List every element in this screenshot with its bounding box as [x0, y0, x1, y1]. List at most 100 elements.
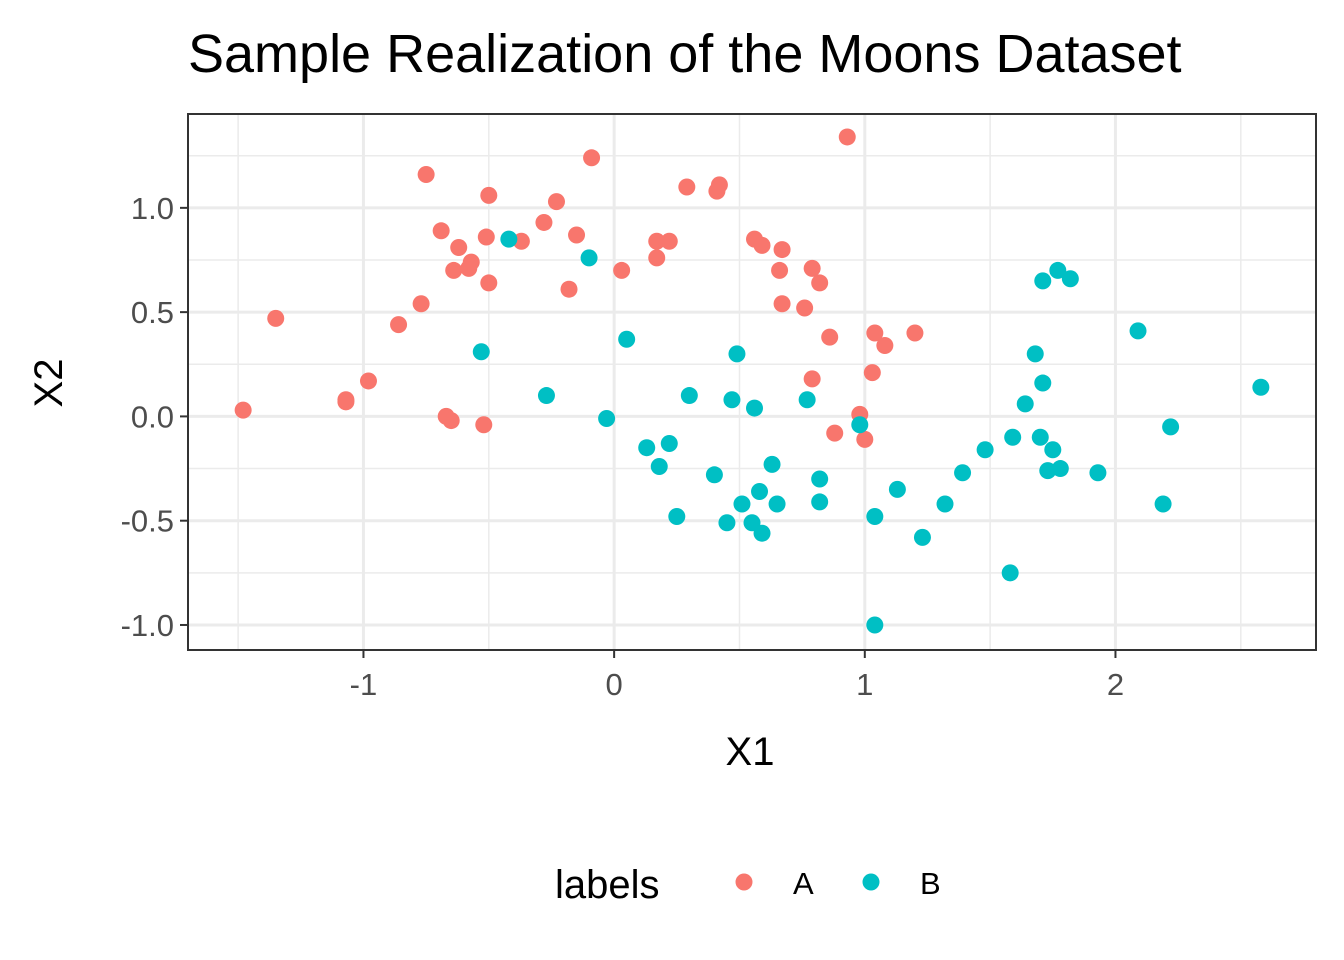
- point-series-A: [445, 261, 463, 279]
- point-series-B: [1034, 272, 1052, 290]
- point-series-B: [888, 480, 906, 498]
- point-series-B: [638, 439, 656, 457]
- point-series-A: [876, 337, 894, 355]
- point-series-B: [472, 343, 490, 361]
- x-tick-label: 1: [856, 667, 873, 702]
- point-series-B: [866, 508, 884, 526]
- panel-border: [187, 113, 1317, 651]
- y-tick-label: 0.5: [131, 295, 174, 330]
- point-series-A: [390, 316, 408, 334]
- y-tick-label: -1.0: [121, 608, 174, 643]
- point-series-B: [668, 508, 686, 526]
- legend-key-A: [735, 873, 753, 891]
- plot-panel: [188, 114, 1316, 650]
- point-series-B: [1016, 395, 1034, 413]
- point-series-B: [1034, 374, 1052, 392]
- point-series-A: [477, 228, 495, 246]
- point-series-A: [648, 232, 666, 250]
- point-series-B: [1089, 464, 1107, 482]
- point-series-B: [500, 230, 518, 248]
- point-series-A: [475, 416, 493, 434]
- point-series-B: [1004, 428, 1022, 446]
- point-series-A: [811, 274, 829, 292]
- point-series-A: [648, 249, 666, 267]
- point-series-B: [1049, 261, 1067, 279]
- legend-label-B: B: [920, 866, 941, 901]
- point-series-A: [480, 274, 498, 292]
- point-series-A: [796, 299, 814, 317]
- point-series-B: [763, 455, 781, 473]
- point-series-B: [746, 399, 764, 417]
- point-series-A: [826, 424, 844, 442]
- point-series-B: [598, 409, 616, 427]
- point-series-B: [1039, 462, 1057, 480]
- point-series-B: [537, 387, 555, 405]
- point-series-B: [1252, 378, 1270, 396]
- x-axis-title: X1: [726, 730, 775, 774]
- point-series-A: [267, 309, 285, 327]
- point-series-B: [798, 391, 816, 409]
- point-series-A: [678, 178, 696, 196]
- point-series-B: [811, 470, 829, 488]
- point-series-B: [851, 416, 869, 434]
- y-axis-title: X2: [27, 359, 71, 408]
- point-series-A: [838, 128, 856, 146]
- point-series-B: [1031, 428, 1049, 446]
- x-tick-label: -1: [350, 667, 378, 702]
- point-series-A: [512, 232, 530, 250]
- legend-label-A: A: [793, 866, 814, 901]
- point-series-A: [412, 295, 430, 313]
- x-tick-label: 0: [606, 667, 623, 702]
- x-axis-ticks: -1 0 1 2: [350, 650, 1124, 702]
- point-series-B: [718, 514, 736, 532]
- point-series-A: [710, 176, 728, 194]
- point-series-A: [866, 324, 884, 342]
- point-series-B: [650, 457, 668, 475]
- point-series-B: [936, 495, 954, 513]
- point-series-B: [753, 524, 771, 542]
- point-series-B: [1001, 564, 1019, 582]
- point-series-B: [618, 330, 636, 348]
- point-series-A: [337, 391, 355, 409]
- point-series-B: [976, 441, 994, 459]
- point-series-A: [462, 253, 480, 271]
- point-series-B: [1044, 441, 1062, 459]
- point-series-A: [803, 370, 821, 388]
- y-tick-label: -0.5: [121, 504, 174, 539]
- point-series-A: [480, 186, 498, 204]
- y-tick-label: 1.0: [131, 191, 174, 226]
- point-series-A: [771, 261, 789, 279]
- point-series-A: [583, 149, 601, 167]
- legend: labels A B: [555, 863, 941, 907]
- legend-title: labels: [555, 863, 660, 907]
- point-series-A: [568, 226, 586, 244]
- point-series-A: [773, 295, 791, 313]
- point-series-B: [1061, 270, 1079, 288]
- point-series-B: [1162, 418, 1180, 436]
- point-series-A: [613, 261, 631, 279]
- point-series-B: [811, 493, 829, 511]
- point-series-A: [773, 241, 791, 259]
- point-series-B: [1051, 460, 1069, 478]
- point-series-A: [359, 372, 377, 390]
- point-series-A: [821, 328, 839, 346]
- point-series-A: [432, 222, 450, 240]
- point-series-B: [913, 528, 931, 546]
- point-series-B: [733, 495, 751, 513]
- y-tick-label: 0.0: [131, 399, 174, 434]
- point-series-B: [866, 616, 884, 634]
- point-series-B: [680, 387, 698, 405]
- point-series-A: [234, 401, 252, 419]
- chart-title: Sample Realization of the Moons Dataset: [188, 24, 1182, 84]
- point-series-B: [751, 482, 769, 500]
- point-series-B: [705, 466, 723, 484]
- point-series-B: [768, 495, 786, 513]
- point-series-A: [417, 165, 435, 183]
- point-series-B: [1129, 322, 1147, 340]
- point-series-A: [803, 259, 821, 277]
- x-tick-label: 2: [1107, 667, 1124, 702]
- point-series-A: [450, 238, 468, 256]
- point-series-B: [1154, 495, 1172, 513]
- point-series-A: [863, 364, 881, 382]
